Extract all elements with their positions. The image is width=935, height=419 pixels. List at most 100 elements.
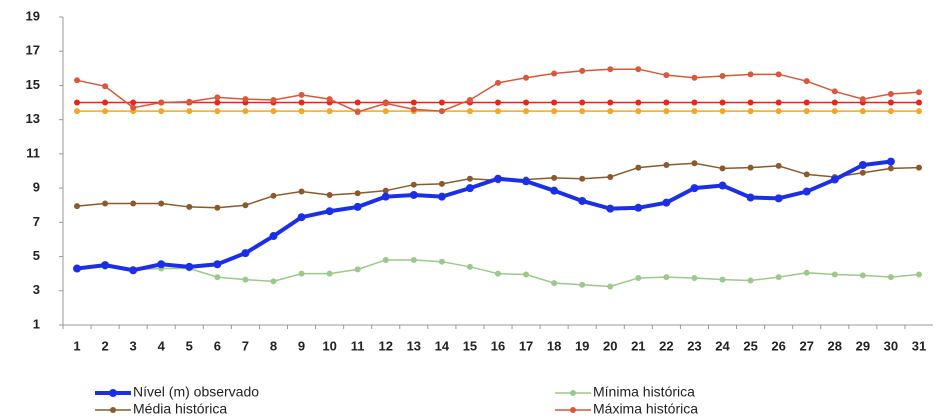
legend-marker — [110, 407, 116, 413]
y-tick-label: 7 — [33, 214, 40, 229]
point — [270, 96, 277, 103]
point — [270, 192, 277, 199]
y-tick-label: 1 — [33, 316, 40, 331]
point — [774, 194, 783, 203]
point — [578, 196, 587, 205]
point — [382, 187, 389, 194]
point — [438, 180, 445, 187]
point — [74, 99, 81, 106]
point — [354, 108, 361, 115]
point — [102, 108, 109, 115]
point — [270, 108, 277, 115]
legend-label: Nível (m) observado — [133, 384, 259, 400]
legend-marker — [109, 389, 117, 397]
x-tick-label: 1 — [73, 338, 80, 353]
x-tick-label: 28 — [828, 338, 842, 353]
point — [775, 71, 782, 78]
point — [887, 274, 894, 281]
point — [663, 162, 670, 169]
point — [887, 99, 894, 106]
point — [466, 108, 473, 115]
point — [74, 77, 81, 84]
point — [830, 175, 839, 184]
point — [746, 193, 755, 202]
point — [74, 108, 81, 115]
point — [438, 99, 445, 106]
point — [298, 108, 305, 115]
point — [242, 96, 249, 103]
y-tick-label: 11 — [26, 145, 40, 160]
point — [803, 78, 810, 85]
y-tick-label: 17 — [26, 43, 40, 58]
point — [747, 164, 754, 171]
point — [466, 175, 473, 182]
point — [803, 269, 810, 276]
point — [409, 190, 418, 199]
point — [858, 161, 867, 170]
point — [381, 192, 390, 201]
x-tick-label: 22 — [659, 338, 673, 353]
point — [298, 188, 305, 195]
point — [607, 99, 614, 106]
x-tick-label: 14 — [435, 338, 450, 353]
x-tick-label: 13 — [407, 338, 421, 353]
x-tick-label: 7 — [242, 338, 249, 353]
point — [691, 274, 698, 281]
x-tick-label: 25 — [743, 338, 757, 353]
point — [802, 187, 811, 196]
x-tick-label: 12 — [379, 338, 393, 353]
point — [523, 99, 530, 106]
x-tick-label: 29 — [856, 338, 870, 353]
y-tick-label: 9 — [33, 180, 40, 195]
point — [887, 91, 894, 97]
point — [747, 108, 754, 115]
point — [522, 177, 531, 186]
point — [214, 274, 221, 281]
x-tick-label: 10 — [322, 338, 336, 353]
legend-marker — [570, 407, 576, 413]
point — [466, 96, 473, 103]
point — [495, 270, 501, 277]
point — [523, 271, 530, 278]
legend-label: Média histórica — [133, 401, 227, 417]
point — [691, 74, 698, 81]
point — [102, 99, 109, 106]
point — [859, 108, 866, 115]
x-tick-label: 23 — [687, 338, 701, 353]
point — [354, 99, 361, 106]
point — [803, 108, 810, 115]
legend-label: Mínima histórica — [593, 384, 695, 400]
point — [353, 202, 362, 211]
point — [607, 283, 614, 290]
point — [130, 99, 137, 106]
x-tick-label: 26 — [771, 338, 785, 353]
point — [242, 276, 249, 283]
point — [326, 108, 333, 115]
y-tick-label: 5 — [33, 248, 40, 263]
point — [326, 96, 333, 103]
point — [719, 108, 726, 115]
point — [859, 272, 866, 279]
point — [382, 108, 389, 115]
series-line — [76, 162, 919, 209]
point — [465, 184, 474, 193]
point — [690, 184, 699, 193]
point — [887, 108, 894, 115]
point — [775, 274, 782, 281]
point — [495, 79, 501, 86]
point — [214, 108, 221, 115]
point — [495, 108, 501, 115]
point — [635, 108, 642, 115]
series-line — [76, 159, 892, 273]
point — [718, 181, 727, 190]
point — [297, 213, 306, 222]
point — [438, 258, 445, 265]
point — [410, 181, 417, 188]
point — [242, 202, 249, 209]
point — [494, 174, 502, 183]
point — [551, 280, 558, 287]
point — [691, 99, 698, 106]
x-tick-label: 16 — [491, 338, 505, 353]
point — [466, 263, 473, 270]
point — [579, 67, 586, 74]
